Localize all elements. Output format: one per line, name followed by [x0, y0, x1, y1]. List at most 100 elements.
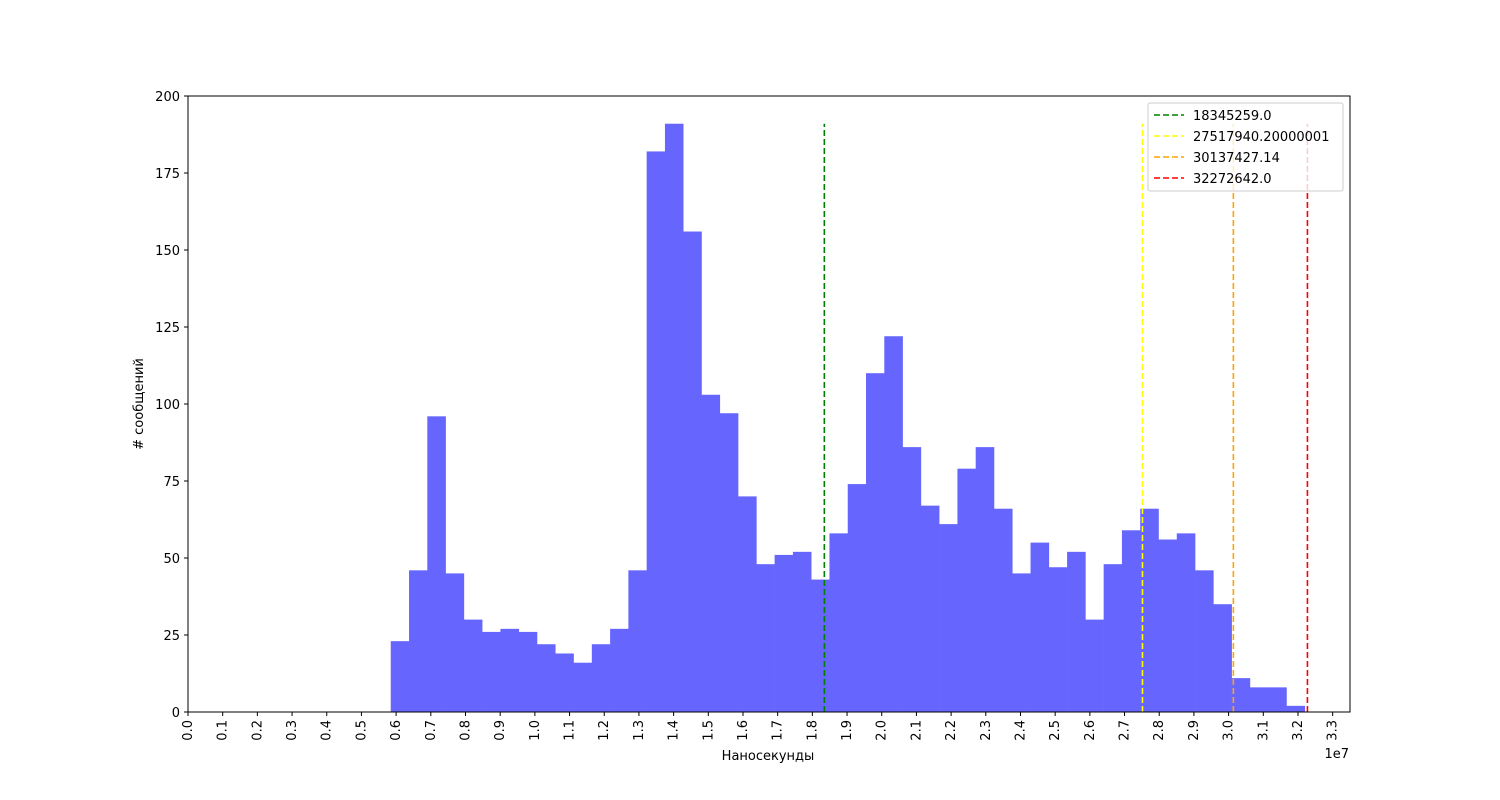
histogram-bars	[390, 123, 1306, 713]
histogram-bar	[1158, 539, 1178, 712]
histogram-bar	[1103, 564, 1123, 712]
x-tick-label: 1.5	[701, 720, 716, 741]
histogram-bar	[920, 505, 940, 712]
histogram-bar	[738, 496, 757, 712]
x-tick-label: 0.4	[320, 720, 335, 741]
y-tick-label: 150	[155, 244, 180, 259]
x-tick-label: 1.6	[736, 720, 751, 741]
histogram-bar	[1121, 530, 1141, 712]
histogram-bar	[1286, 705, 1306, 712]
x-tick-label: 2.4	[1013, 720, 1028, 741]
x-tick-label: 0.1	[216, 720, 231, 741]
histogram-bar	[555, 653, 574, 712]
histogram-bar	[719, 413, 739, 712]
histogram-bar	[884, 336, 903, 712]
x-tick-label: 0.2	[250, 720, 265, 741]
y-tick-label: 75	[163, 475, 180, 490]
histogram-bar	[957, 468, 976, 712]
legend-box	[1147, 102, 1344, 192]
x-tick-label: 2.8	[1152, 720, 1167, 741]
x-tick-label: 0.9	[493, 720, 508, 741]
x-tick-label: 1.1	[563, 720, 578, 741]
histogram-bar	[390, 641, 410, 712]
legend-label: 18345259.0	[1193, 109, 1272, 124]
histogram-bar	[646, 151, 666, 712]
x-tick-label: 1.8	[805, 720, 820, 741]
x-tick-label: 0.0	[181, 720, 196, 741]
x-tick-label: 2.5	[1048, 720, 1063, 741]
histogram-bar	[701, 394, 721, 712]
x-tick-label: 1.4	[667, 720, 682, 741]
x-tick-label: 2.6	[1083, 720, 1098, 741]
histogram-bar	[993, 508, 1013, 712]
histogram-bar	[1030, 542, 1050, 712]
histogram-bar	[939, 524, 958, 712]
histogram-bar	[1085, 619, 1104, 712]
x-tick-label: 2.0	[875, 720, 890, 741]
histogram-bar	[518, 631, 538, 712]
x-tick-label: 2.3	[979, 720, 994, 741]
x-tick-label: 1.7	[771, 720, 786, 741]
x-tick-label: 1.9	[840, 720, 855, 741]
y-tick-label: 25	[163, 629, 180, 644]
y-tick-label: 0	[172, 706, 180, 721]
histogram-bar	[975, 447, 995, 712]
histogram-bar	[1048, 567, 1068, 712]
y-axis-title: # сообщений	[132, 358, 147, 450]
histogram-bar	[756, 564, 775, 712]
histogram-bar	[1176, 533, 1196, 712]
x-tick-label: 2.7	[1118, 720, 1133, 741]
histogram-bar	[1249, 687, 1269, 712]
histogram-bar	[1213, 604, 1232, 712]
x-tick-label: 3.1	[1256, 720, 1271, 741]
histogram-bar	[1268, 687, 1287, 712]
x-axis-title: Наносекунды	[722, 749, 815, 764]
histogram-bar	[1140, 508, 1159, 712]
legend-label: 27517940.20000001	[1193, 130, 1329, 145]
histogram-bar	[902, 447, 922, 712]
histogram-bar	[866, 373, 885, 712]
y-tick-label: 50	[163, 552, 180, 567]
histogram-bar	[1195, 570, 1214, 712]
x-tick-label: 3.3	[1326, 720, 1341, 741]
histogram-bar	[811, 579, 830, 712]
histogram-bar	[683, 231, 702, 712]
x-tick-label: 0.5	[354, 720, 369, 741]
x-axis-ticks: 0.0 0.1 0.2 0.3 0.4 0.5 0.6 0.7 0.8 0.9 1.0 1.1 1.2 1…	[181, 712, 1341, 741]
x-tick-label: 2.1	[909, 720, 924, 741]
x-tick-label: 3.0	[1222, 720, 1237, 741]
histogram-bar	[628, 570, 647, 712]
x-tick-label: 1.3	[632, 720, 647, 741]
histogram-bar	[463, 619, 483, 712]
x-tick-label: 0.7	[424, 720, 439, 741]
y-axis-ticks: 0 25 50 75 100 125 150 175 200	[155, 90, 188, 721]
x-tick-label: 2.9	[1187, 720, 1202, 741]
y-tick-label: 100	[155, 398, 180, 413]
legend: 18345259.0 27517940.20000001 30137427.14 32…	[1147, 102, 1344, 192]
histogram-bar	[774, 554, 794, 712]
threshold-lines	[823, 123, 1309, 712]
histogram-bar	[829, 533, 849, 712]
histogram-bar	[500, 628, 520, 712]
histogram-bar	[573, 662, 593, 712]
histogram-bar	[847, 484, 867, 712]
legend-label: 32272642.0	[1193, 172, 1272, 187]
x-offset-label: 1e7	[1324, 747, 1349, 762]
y-tick-label: 200	[155, 90, 180, 105]
x-tick-label: 1.2	[597, 720, 612, 741]
histogram-bar	[664, 123, 684, 713]
x-tick-label: 2.2	[944, 720, 959, 741]
y-tick-label: 125	[155, 321, 180, 336]
x-tick-label: 0.6	[389, 720, 404, 741]
histogram-bar	[409, 570, 428, 712]
histogram-bar	[482, 631, 501, 712]
x-tick-label: 1.0	[528, 720, 543, 741]
x-tick-label: 0.3	[285, 720, 300, 741]
histogram-bar	[1067, 551, 1086, 712]
x-tick-label: 0.8	[458, 720, 473, 741]
histogram-bar	[610, 628, 629, 712]
legend-label: 30137427.14	[1193, 151, 1280, 166]
y-tick-label: 175	[155, 167, 180, 182]
histogram-bar	[536, 644, 556, 712]
